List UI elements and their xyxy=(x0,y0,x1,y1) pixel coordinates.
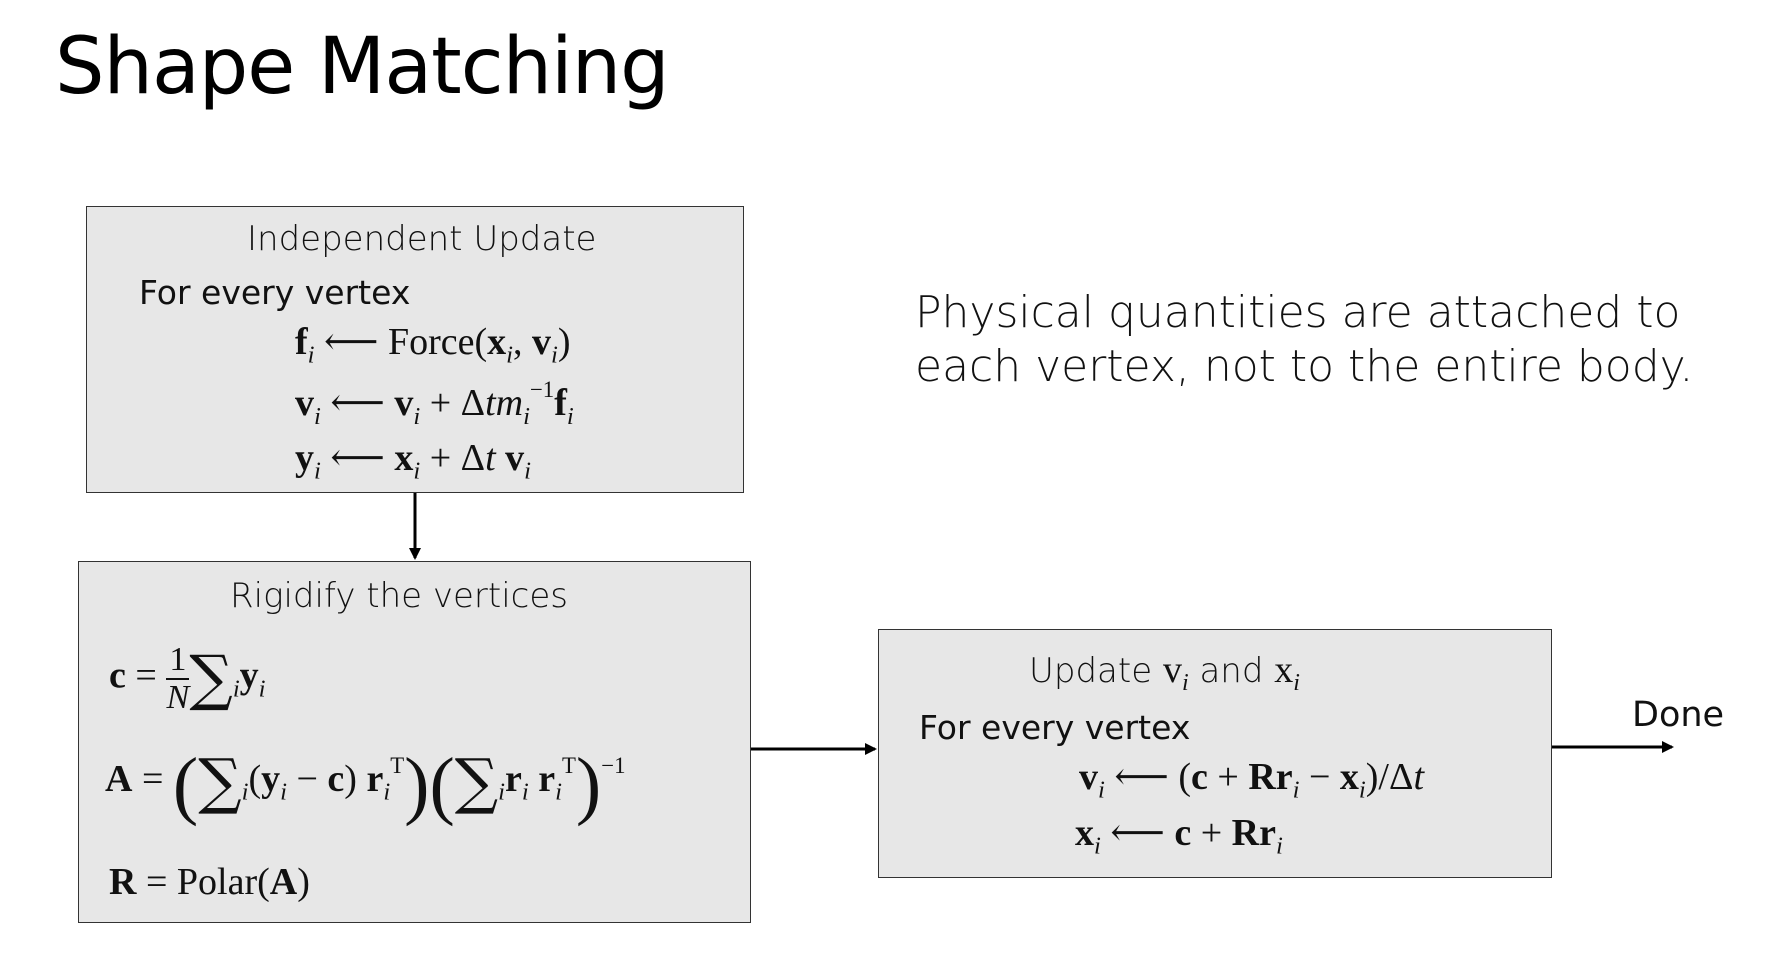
done-label: Done xyxy=(1632,695,1725,735)
position-update-equation: xi ⟵ c + Rri xyxy=(1075,812,1283,860)
update-box: Update vi and xi For every vertex vi ⟵ (… xyxy=(878,629,1552,878)
update-heading-and: and xyxy=(1199,651,1264,691)
slide-title: Shape Matching xyxy=(55,22,670,112)
update-heading-v: v xyxy=(1162,649,1182,691)
update-heading-x: x xyxy=(1274,649,1294,691)
matrix-a-equation: A = (∑i(yi − c) riT)(∑iri riT)−1 xyxy=(105,743,626,827)
rotation-equation: R = Polar(A) xyxy=(109,861,310,903)
rigidify-heading: Rigidify the vertices xyxy=(230,576,568,616)
explanatory-note: Physical quantities are attached to each… xyxy=(915,287,1694,392)
rigidify-box: Rigidify the vertices c = 1 N ∑iyi A = (∑i… xyxy=(78,561,751,923)
velocity-update-equation: vi ⟵ (c + Rri − xi)/Δt xyxy=(1079,756,1424,804)
force-equation: fi ⟵ Force(xi, vi) xyxy=(295,321,571,369)
independent-update-box: Independent Update For every vertex fi ⟵… xyxy=(86,206,744,493)
update-subheading: For every vertex xyxy=(919,708,1191,747)
update-heading-prefix: Update xyxy=(1029,651,1153,691)
center-of-mass-equation: c = 1 N ∑iyi xyxy=(109,641,266,716)
position-prediction-equation: yi ⟵ xi + Δt vi xyxy=(295,437,531,485)
update-heading: Update vi and xi xyxy=(1029,649,1300,696)
independent-update-heading: Independent Update xyxy=(247,219,597,259)
velocity-equation: vi ⟵ vi + Δtmi−1fi xyxy=(295,377,574,430)
independent-update-subheading: For every vertex xyxy=(139,273,411,312)
